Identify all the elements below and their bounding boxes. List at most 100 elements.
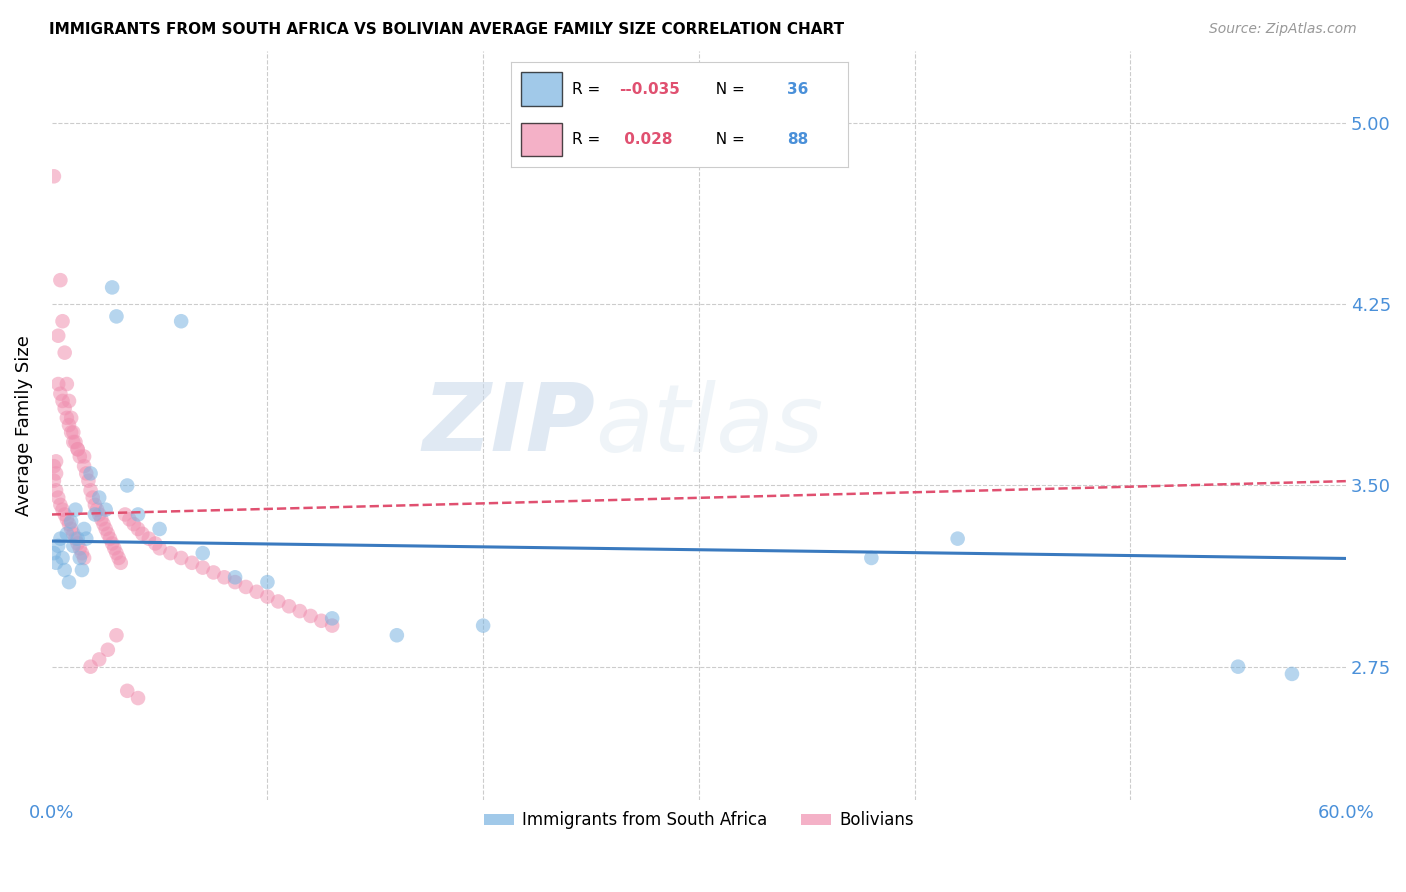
Point bbox=[60, 425, 83, 440]
Point bbox=[56, 410, 79, 425]
Point bbox=[946, 532, 969, 546]
Point bbox=[299, 609, 322, 624]
Point bbox=[321, 611, 343, 625]
Point bbox=[235, 580, 257, 594]
Point bbox=[202, 566, 225, 580]
Point bbox=[127, 691, 149, 706]
Point bbox=[51, 314, 73, 328]
Point bbox=[53, 563, 76, 577]
Point bbox=[105, 310, 128, 324]
Point bbox=[75, 467, 97, 481]
Point bbox=[66, 532, 89, 546]
Point bbox=[83, 498, 105, 512]
Point bbox=[131, 526, 153, 541]
Point bbox=[45, 467, 67, 481]
Point bbox=[105, 628, 128, 642]
Text: ZIP: ZIP bbox=[422, 379, 595, 471]
Point bbox=[42, 474, 65, 488]
Point bbox=[115, 683, 138, 698]
Point bbox=[70, 546, 93, 560]
Point bbox=[110, 556, 132, 570]
Point bbox=[73, 459, 96, 474]
Point bbox=[46, 539, 69, 553]
Point bbox=[42, 169, 65, 184]
Point bbox=[73, 551, 96, 566]
Point bbox=[62, 526, 84, 541]
Point bbox=[86, 502, 108, 516]
Point bbox=[79, 467, 101, 481]
Point bbox=[288, 604, 311, 618]
Point bbox=[49, 273, 72, 287]
Point bbox=[143, 536, 166, 550]
Point bbox=[60, 522, 83, 536]
Point bbox=[1281, 667, 1303, 681]
Point bbox=[93, 517, 115, 532]
Point bbox=[170, 314, 193, 328]
Point bbox=[101, 536, 124, 550]
Point bbox=[191, 546, 214, 560]
Point bbox=[127, 522, 149, 536]
Point bbox=[149, 522, 172, 536]
Point bbox=[385, 628, 408, 642]
Point bbox=[51, 551, 73, 566]
Point bbox=[62, 539, 84, 553]
Point bbox=[69, 551, 91, 566]
Point bbox=[66, 442, 89, 457]
Point bbox=[53, 401, 76, 416]
Point bbox=[62, 435, 84, 450]
Point bbox=[49, 532, 72, 546]
Point bbox=[256, 590, 278, 604]
Point bbox=[42, 459, 65, 474]
Point bbox=[127, 508, 149, 522]
Point bbox=[56, 377, 79, 392]
Point bbox=[66, 536, 89, 550]
Point bbox=[65, 435, 87, 450]
Point bbox=[860, 551, 883, 566]
Text: Source: ZipAtlas.com: Source: ZipAtlas.com bbox=[1209, 22, 1357, 37]
Point bbox=[66, 442, 89, 457]
Point bbox=[79, 483, 101, 498]
Point bbox=[53, 508, 76, 522]
Point bbox=[97, 642, 120, 657]
Point bbox=[42, 546, 65, 560]
Point bbox=[53, 345, 76, 359]
Point bbox=[58, 418, 80, 433]
Point bbox=[214, 570, 236, 584]
Point bbox=[1227, 659, 1250, 673]
Point bbox=[69, 541, 91, 556]
Point bbox=[60, 515, 83, 529]
Point bbox=[321, 618, 343, 632]
Point bbox=[49, 386, 72, 401]
Point bbox=[65, 532, 87, 546]
Point bbox=[46, 377, 69, 392]
Point bbox=[246, 584, 269, 599]
Legend: Immigrants from South Africa, Bolivians: Immigrants from South Africa, Bolivians bbox=[477, 805, 921, 836]
Point bbox=[159, 546, 181, 560]
Point bbox=[114, 508, 136, 522]
Point bbox=[149, 541, 172, 556]
Point bbox=[45, 556, 67, 570]
Point bbox=[60, 410, 83, 425]
Point bbox=[103, 541, 125, 556]
Point bbox=[191, 560, 214, 574]
Point bbox=[58, 575, 80, 590]
Point bbox=[73, 522, 96, 536]
Point bbox=[51, 502, 73, 516]
Point bbox=[122, 517, 145, 532]
Point bbox=[89, 652, 111, 666]
Point bbox=[45, 483, 67, 498]
Point bbox=[82, 491, 104, 505]
Point bbox=[94, 502, 117, 516]
Point bbox=[62, 425, 84, 440]
Point bbox=[58, 393, 80, 408]
Point bbox=[101, 280, 124, 294]
Point bbox=[118, 512, 141, 526]
Point bbox=[83, 508, 105, 522]
Point bbox=[79, 659, 101, 673]
Point bbox=[311, 614, 333, 628]
Point bbox=[69, 450, 91, 464]
Point bbox=[56, 526, 79, 541]
Point bbox=[472, 618, 495, 632]
Point bbox=[58, 517, 80, 532]
Point bbox=[77, 474, 100, 488]
